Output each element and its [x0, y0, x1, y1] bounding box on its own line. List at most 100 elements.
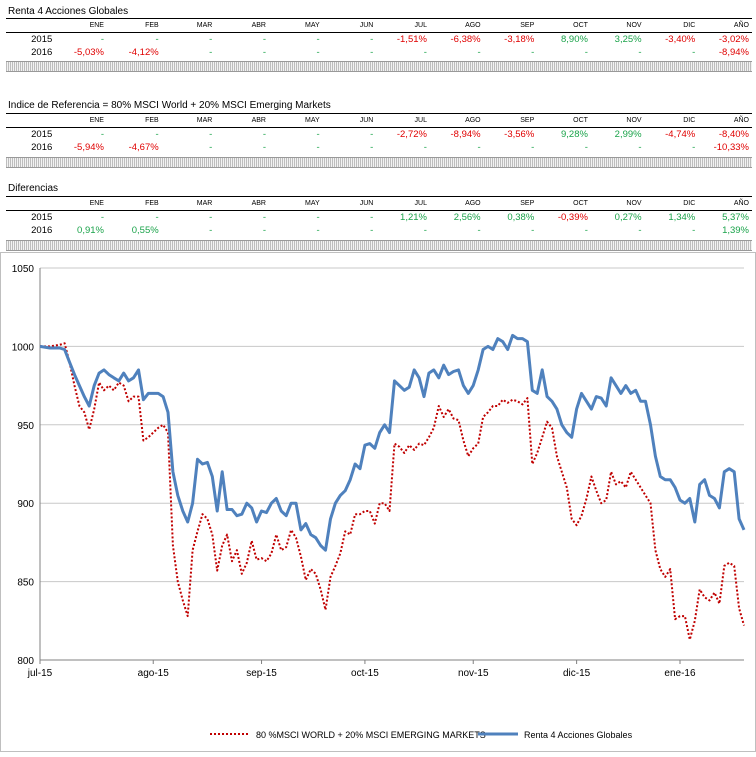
value-cell: - [638, 142, 642, 153]
value-cell: - [209, 142, 213, 153]
value-cell: -5,03% [73, 47, 104, 58]
column-header: ABR [215, 18, 269, 33]
value-cell: -4,67% [128, 142, 159, 153]
legend-label: Renta 4 Acciones Globales [524, 730, 633, 740]
value-cell: -3,02% [718, 34, 749, 45]
value-cell: - [316, 212, 320, 223]
x-tick-label: ene-16 [664, 668, 696, 679]
value-cell: - [100, 212, 104, 223]
value-cell: - [370, 129, 374, 140]
value-cell: 3,25% [614, 34, 642, 45]
column-header: DIC [644, 196, 699, 211]
value-cell: - [692, 142, 696, 153]
value-cell: -10,33% [713, 142, 749, 153]
table-row: 2016 0,91% 0,55% - - - - - - - - - - 1,39% [6, 224, 752, 237]
year-cell: 2015 [31, 212, 53, 223]
value-cell: - [370, 212, 374, 223]
y-tick-label: 850 [17, 578, 34, 589]
table-separator [6, 157, 752, 168]
column-header: DIC [644, 113, 699, 128]
value-cell: - [423, 47, 427, 58]
value-cell: - [370, 47, 374, 58]
column-header: DIC [644, 18, 699, 33]
value-cell: - [370, 34, 374, 45]
value-cell: -1,51% [396, 34, 427, 45]
column-header: AGO [429, 18, 484, 33]
performance-chart: 800 850 900 950 1000 1050 jul-15 ago-15 sep-15 oc… [0, 252, 756, 752]
column-header: JUN [322, 196, 377, 211]
column-header: NOV [590, 196, 645, 211]
value-cell: 1,39% [722, 225, 749, 236]
y-tick-label: 1000 [12, 342, 35, 353]
value-cell: 0,27% [614, 212, 642, 223]
table-separator [6, 61, 752, 72]
column-header: ENE [52, 196, 107, 211]
x-tick-label: oct-15 [351, 668, 379, 679]
value-cell: -4,74% [665, 129, 696, 140]
value-cell: - [477, 225, 481, 236]
column-header: MAY [269, 18, 323, 33]
column-header: ENE [52, 18, 107, 33]
column-header: OCT [537, 196, 591, 211]
value-cell: - [209, 129, 213, 140]
column-header [6, 196, 53, 211]
table-title: Indice de Referencia = 80% MSCI World + … [8, 100, 331, 111]
value-cell: - [262, 34, 266, 45]
table-row: 2015 - - - - - - -1,51% -6,38% -3,18% 8,90% 3,25% -3… [6, 33, 752, 47]
year-cell: 2016 [31, 142, 53, 153]
value-cell: - [262, 212, 266, 223]
value-cell: 5,37% [722, 212, 749, 223]
column-header: MAY [269, 196, 323, 211]
value-cell: - [638, 47, 642, 58]
column-header [6, 18, 53, 33]
column-header: FEB [106, 113, 162, 128]
column-header: FEB [106, 196, 162, 211]
column-header: AÑO [698, 113, 752, 128]
value-cell: - [584, 225, 588, 236]
value-cell: 1,21% [400, 212, 427, 223]
column-header: MAR [161, 18, 216, 33]
value-cell: -8,94% [718, 47, 749, 58]
column-header: SEP [483, 18, 538, 33]
column-header: ABR [215, 196, 269, 211]
value-cell: - [531, 225, 535, 236]
x-tick-label: nov-15 [458, 668, 489, 679]
table-title: Diferencias [8, 183, 59, 194]
column-header [6, 113, 53, 128]
table-row: 2016 -5,94% -4,67% - - - - - - - - - - -10,33% [6, 141, 752, 154]
column-header: AGO [429, 196, 484, 211]
value-cell: - [155, 129, 159, 140]
value-cell: 2,99% [614, 129, 642, 140]
fund-series-line [39, 333, 746, 552]
column-header: JUL [376, 18, 430, 33]
column-header: SEP [483, 113, 538, 128]
chart-frame [0, 252, 756, 752]
value-cell: - [209, 225, 213, 236]
value-cell: -0,39% [557, 212, 588, 223]
column-header: OCT [537, 113, 591, 128]
value-cell: - [316, 34, 320, 45]
value-cell: -8,94% [450, 129, 481, 140]
value-cell: - [100, 129, 104, 140]
table-row: 2015 - - - - - - 1,21% 2,56% 0,38% -0,39% 0,27% 1,34… [6, 211, 752, 225]
y-tick-label: 1050 [12, 264, 35, 275]
column-header: SEP [483, 196, 538, 211]
value-cell: -3,40% [665, 34, 696, 45]
value-cell: -4,12% [128, 47, 159, 58]
value-cell: - [584, 47, 588, 58]
value-cell: - [100, 34, 104, 45]
column-header: AÑO [698, 196, 752, 211]
performance-chart-svg: 800 850 900 950 1000 1050 jul-15 ago-15 sep-15 oc… [0, 252, 756, 752]
column-header: FEB [106, 18, 162, 33]
value-cell: - [209, 34, 213, 45]
value-cell: 9,28% [561, 129, 588, 140]
value-cell: - [584, 142, 588, 153]
value-cell: 0,91% [77, 225, 104, 236]
column-header: JUL [376, 196, 430, 211]
x-tick-label: jul-15 [27, 668, 53, 679]
value-cell: - [423, 142, 427, 153]
value-cell: - [370, 142, 374, 153]
value-cell: - [262, 142, 266, 153]
x-tick-label: sep-15 [246, 668, 277, 679]
value-cell: - [692, 47, 696, 58]
